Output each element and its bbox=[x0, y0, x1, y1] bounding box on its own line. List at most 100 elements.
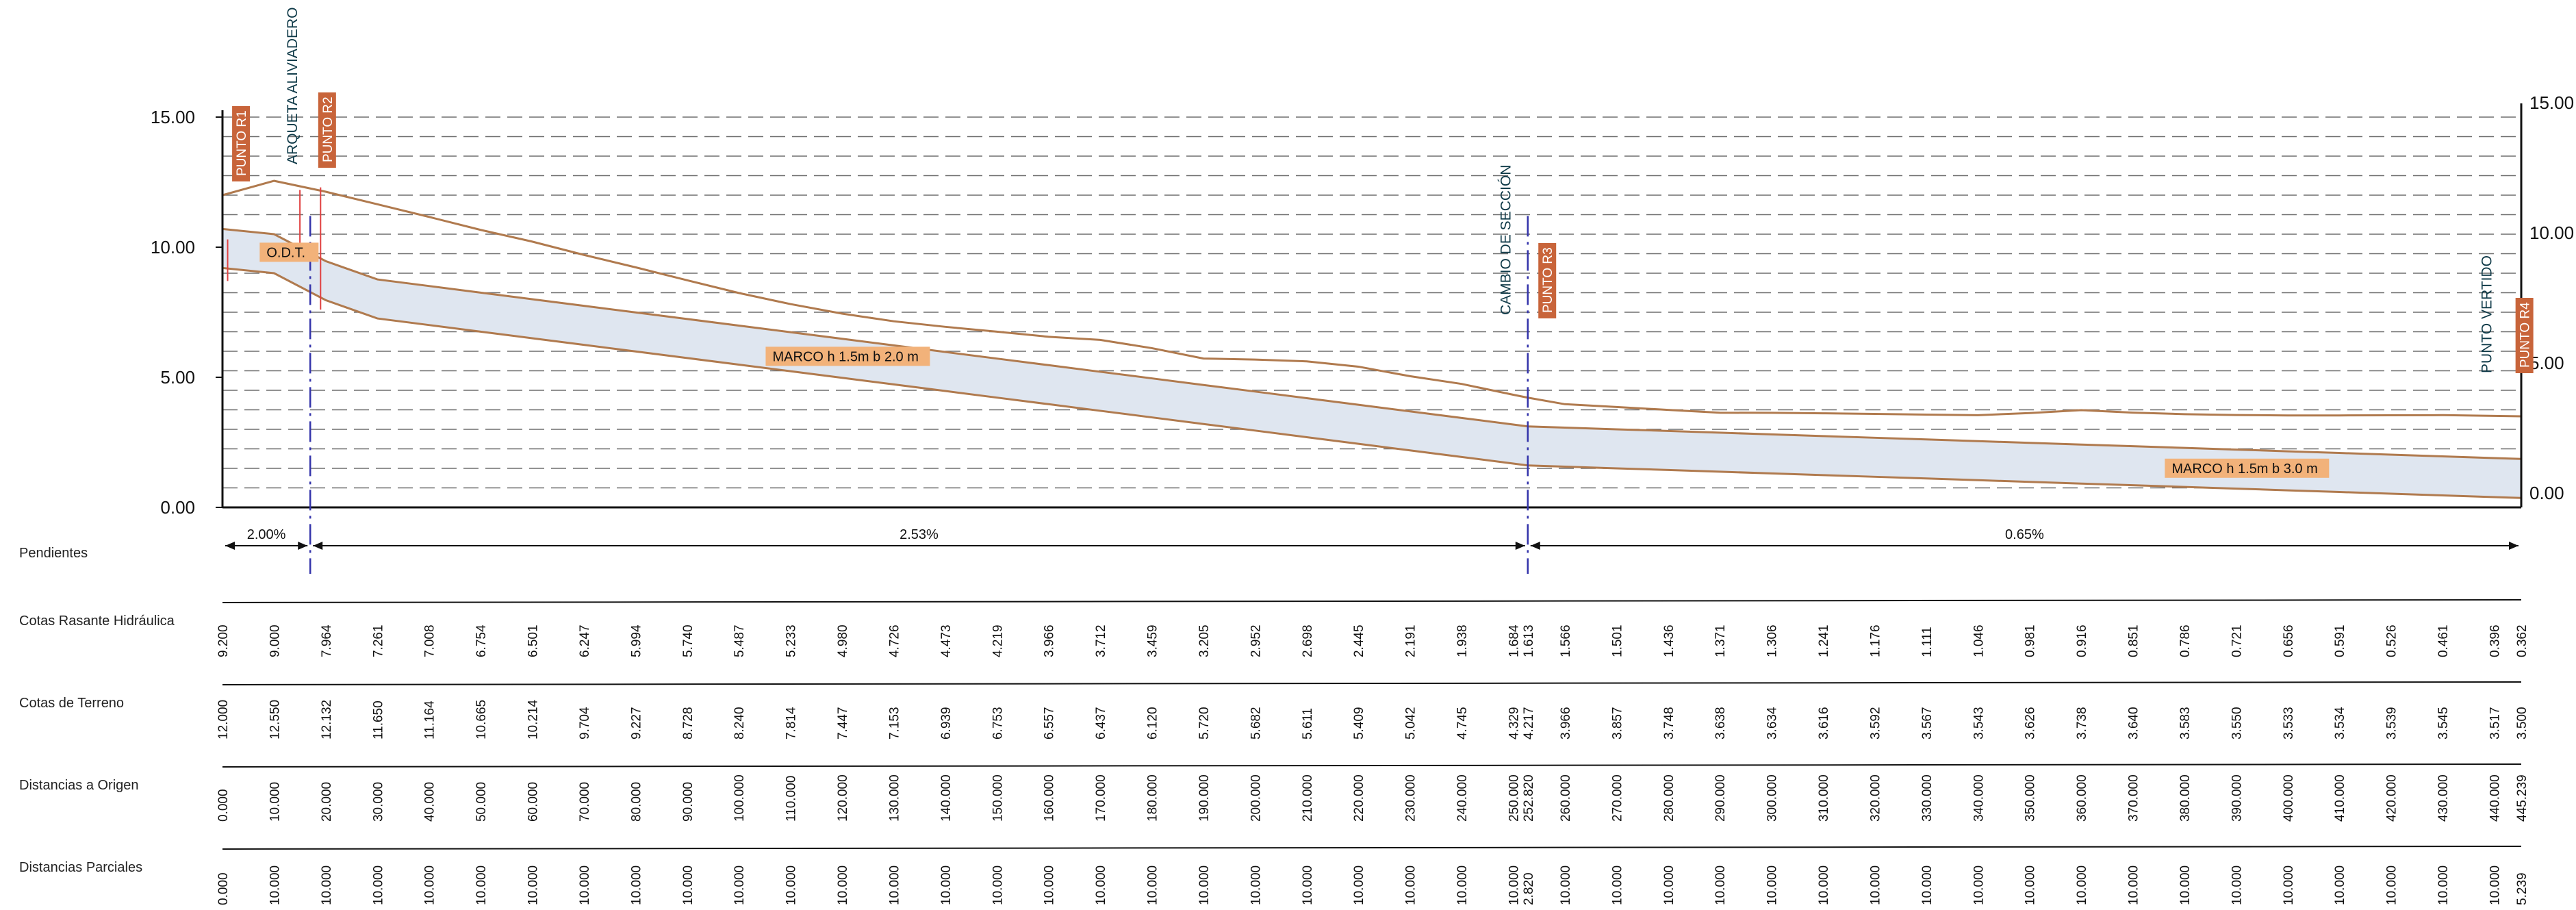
table-value-origen: 440.000 bbox=[2488, 774, 2502, 822]
table-value-parciales: 10.000 bbox=[1197, 865, 1212, 905]
table-value-terreno: 9.227 bbox=[629, 707, 643, 740]
row-label-origen: Distancias a Origen bbox=[19, 778, 139, 793]
table-value-rasante: 5.740 bbox=[681, 624, 696, 657]
table-value-origen: 410.000 bbox=[2333, 774, 2347, 822]
punto-box bbox=[2515, 298, 2534, 373]
table-value-rasante: 0.721 bbox=[2230, 624, 2244, 657]
table-value-origen: 210.000 bbox=[1301, 774, 1315, 822]
axes: 0.00 0.00 5.00 5.00 10.00 10.00 15.00 15.00 bbox=[151, 92, 2574, 518]
table-value-parciales: 10.000 bbox=[836, 865, 850, 905]
table-value-parciales: 10.000 bbox=[629, 865, 643, 905]
table-value-rasante: 3.712 bbox=[1094, 624, 1108, 657]
table-value-parciales: 10.000 bbox=[1249, 865, 1263, 905]
table-row-line bbox=[222, 846, 2522, 850]
table-value-terreno: 6.120 bbox=[1146, 707, 1160, 740]
table-value-terreno: 3.550 bbox=[2230, 707, 2244, 740]
slope-label: 2.00% bbox=[247, 527, 286, 542]
table-value-parciales: 10.000 bbox=[423, 865, 437, 905]
table-value-rasante: 0.461 bbox=[2436, 624, 2451, 657]
table-value-terreno: 3.592 bbox=[1868, 707, 1883, 740]
table-value-rasante: 0.851 bbox=[2127, 624, 2141, 657]
table-value-origen: 190.000 bbox=[1197, 774, 1212, 822]
table-value-parciales: 10.000 bbox=[2282, 865, 2296, 905]
table-value-rasante: 3.966 bbox=[1043, 624, 1057, 657]
table-value-terreno: 12.550 bbox=[268, 700, 282, 740]
slope-arrow-head-right bbox=[298, 542, 308, 550]
annotation-tag-box bbox=[2165, 458, 2330, 478]
table-value-terreno: 3.966 bbox=[1559, 707, 1573, 740]
row-label-terreno: Cotas de Terreno bbox=[19, 696, 125, 711]
table-value-rasante: 6.247 bbox=[578, 624, 592, 657]
table-value-origen: 80.000 bbox=[629, 782, 643, 822]
table-value-parciales: 10.000 bbox=[887, 865, 902, 905]
punto-label: PUNTO R4 bbox=[2518, 302, 2533, 368]
table-value-origen: 30.000 bbox=[371, 782, 385, 822]
annotation-tag-text: MARCO h 1.5m b 2.0 m bbox=[772, 349, 918, 364]
table-value-rasante: 0.591 bbox=[2333, 624, 2347, 657]
table-value-origen: 100.000 bbox=[732, 774, 747, 822]
table-value-rasante: 0.526 bbox=[2385, 624, 2399, 657]
annotation-tag-box bbox=[765, 346, 930, 366]
table-value-terreno: 11.164 bbox=[423, 700, 437, 740]
table-value-parciales: 10.000 bbox=[1920, 865, 1935, 905]
table-value-parciales: 10.000 bbox=[2436, 865, 2451, 905]
table-value-parciales: 10.000 bbox=[1507, 865, 1522, 905]
table-value-origen: 130.000 bbox=[887, 774, 902, 822]
table-value-rasante: 1.306 bbox=[1765, 624, 1780, 657]
table-value-origen: 220.000 bbox=[1352, 774, 1366, 822]
table-value-rasante: 7.261 bbox=[371, 624, 385, 657]
table-value-rasante: 7.964 bbox=[320, 624, 334, 657]
y-tick-label-right: 10.00 bbox=[2529, 223, 2574, 243]
slope-arrow-head-right bbox=[2509, 542, 2518, 550]
table-value-terreno: 8.728 bbox=[681, 707, 696, 740]
table-value-origen: 420.000 bbox=[2385, 774, 2399, 822]
table-value-rasante: 5.487 bbox=[732, 624, 747, 657]
table-value-terreno: 3.534 bbox=[2333, 707, 2347, 740]
structure-crown-line bbox=[222, 227, 2522, 460]
table-value-parciales: 2.820 bbox=[1522, 872, 1536, 905]
punto-label: PUNTO R2 bbox=[321, 97, 335, 162]
table-value-terreno: 5.682 bbox=[1249, 707, 1263, 740]
table-value-terreno: 9.704 bbox=[578, 707, 592, 740]
table-value-terreno: 5.042 bbox=[1404, 707, 1418, 740]
annotation-tag-text: O.D.T. bbox=[266, 245, 305, 260]
table-value-origen: 140.000 bbox=[939, 774, 954, 822]
annotation-tag-box bbox=[259, 242, 319, 262]
y-tick-label-right: 15.00 bbox=[2529, 92, 2574, 113]
table-value-parciales: 10.000 bbox=[1094, 865, 1108, 905]
table-value-parciales: 10.000 bbox=[1404, 865, 1418, 905]
table-value-terreno: 3.857 bbox=[1610, 707, 1624, 740]
annotations: ARQUETA ALIVIADERO CAMBIO DE SECCIÓN PUNTO… bbox=[227, 7, 2534, 574]
table-value-origen: 300.000 bbox=[1765, 774, 1780, 822]
table-value-origen: 180.000 bbox=[1146, 774, 1160, 822]
vertical-label: PUNTO VERTIDO bbox=[2479, 255, 2495, 373]
table-value-origen: 340.000 bbox=[1972, 774, 1986, 822]
table-value-terreno: 7.814 bbox=[785, 707, 799, 740]
y-tick-label-right: 5.00 bbox=[2529, 353, 2564, 373]
table-value-rasante: 0.396 bbox=[2488, 624, 2502, 657]
table-value-terreno: 3.545 bbox=[2436, 707, 2451, 740]
table-value-rasante: 2.952 bbox=[1249, 624, 1263, 657]
table-value-origen: 240.000 bbox=[1455, 774, 1470, 822]
table-row-line bbox=[222, 599, 2522, 603]
table-value-terreno: 12.000 bbox=[216, 700, 231, 740]
punto-label: PUNTO R3 bbox=[1541, 247, 1555, 313]
table-value-parciales: 10.000 bbox=[578, 865, 592, 905]
table-value-origen: 90.000 bbox=[681, 782, 696, 822]
table-value-terreno: 3.640 bbox=[2127, 707, 2141, 740]
table-value-origen: 320.000 bbox=[1868, 774, 1883, 822]
table-value-terreno: 3.634 bbox=[1765, 707, 1780, 740]
table-value-parciales: 10.000 bbox=[474, 865, 489, 905]
table-value-rasante: 1.371 bbox=[1713, 624, 1728, 657]
table-value-rasante: 9.000 bbox=[268, 624, 282, 657]
table-value-parciales: 10.000 bbox=[2385, 865, 2399, 905]
channel-fill-area bbox=[222, 229, 2521, 498]
table-value-rasante: 1.046 bbox=[1972, 624, 1986, 657]
table-value-origen: 370.000 bbox=[2127, 774, 2141, 822]
table-value-terreno: 11.650 bbox=[371, 700, 385, 740]
table-value-parciales: 10.000 bbox=[1868, 865, 1883, 905]
table-value-terreno: 7.153 bbox=[887, 707, 902, 740]
y-tick-label-left: 0.00 bbox=[160, 497, 195, 518]
table-value-terreno: 12.132 bbox=[320, 700, 334, 740]
